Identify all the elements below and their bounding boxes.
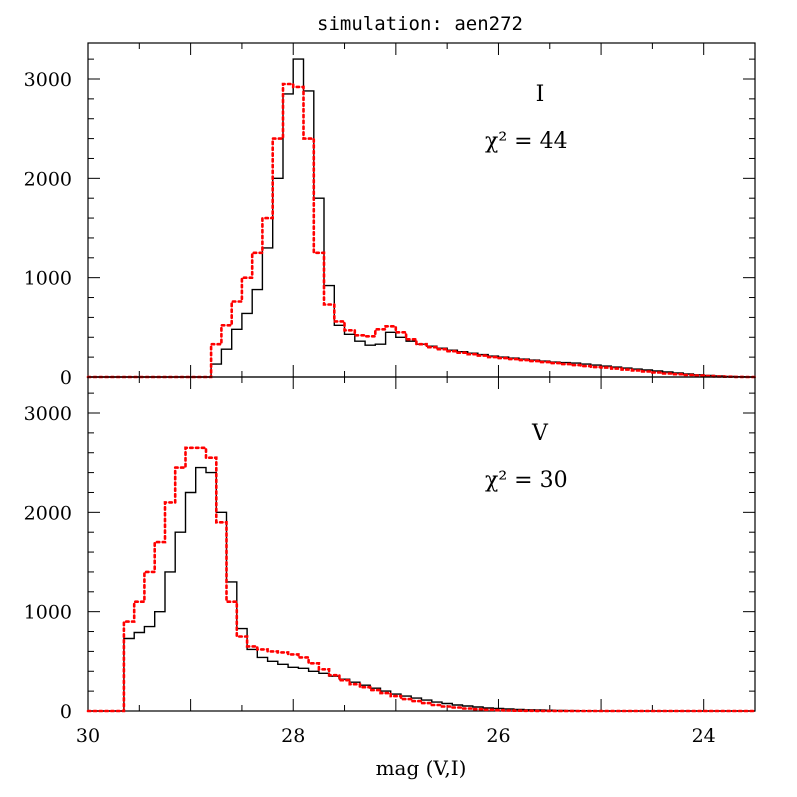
- x-tick-label: 24: [692, 725, 716, 747]
- y-tick-label: 3000: [24, 403, 72, 425]
- x-axis-label: mag (V,I): [376, 756, 467, 780]
- panel-v-band: 0 1000 2000 3000 V χ² = 30: [24, 376, 757, 723]
- i-band-model-histogram: [86, 82, 757, 379]
- y-tick-label: 1000: [24, 268, 72, 290]
- y-tick-label: 0: [60, 701, 72, 723]
- i-band-observed-histogram: [88, 58, 755, 378]
- panel-v-frame: [87, 376, 756, 712]
- panel-i-frame: [87, 42, 756, 378]
- panel-i-y-tick-labels: 0 1000 2000 3000: [24, 69, 72, 389]
- panel-v-y-tick-labels: 0 1000 2000 3000: [24, 403, 72, 723]
- x-tick-labels: 30 28 26 24: [76, 725, 716, 747]
- v-band-observed-histogram: [88, 466, 755, 712]
- panel-v-ticks: [87, 377, 756, 712]
- y-tick-label: 3000: [24, 69, 72, 91]
- chart-title: simulation: aen272: [317, 13, 523, 35]
- panel-i-chi-squared: χ² = 44: [485, 129, 568, 154]
- panel-i-band: 0 1000 2000 3000 I χ² = 44: [24, 42, 757, 389]
- v-band-model-histogram: [86, 446, 757, 713]
- y-tick-label: 0: [60, 367, 72, 389]
- y-tick-label: 2000: [24, 502, 72, 524]
- panel-i-band-label: I: [536, 82, 545, 107]
- y-tick-label: 1000: [24, 602, 72, 624]
- x-tick-label: 26: [486, 725, 510, 747]
- y-tick-label: 2000: [24, 168, 72, 190]
- panel-i-series: [86, 58, 757, 379]
- panel-v-series: [86, 446, 757, 713]
- panel-i-ticks: [87, 43, 756, 378]
- panel-v-band-label: V: [531, 421, 549, 446]
- panel-v-chi-squared: χ² = 30: [485, 468, 568, 493]
- x-tick-label: 30: [76, 725, 100, 747]
- x-tick-label: 28: [281, 725, 305, 747]
